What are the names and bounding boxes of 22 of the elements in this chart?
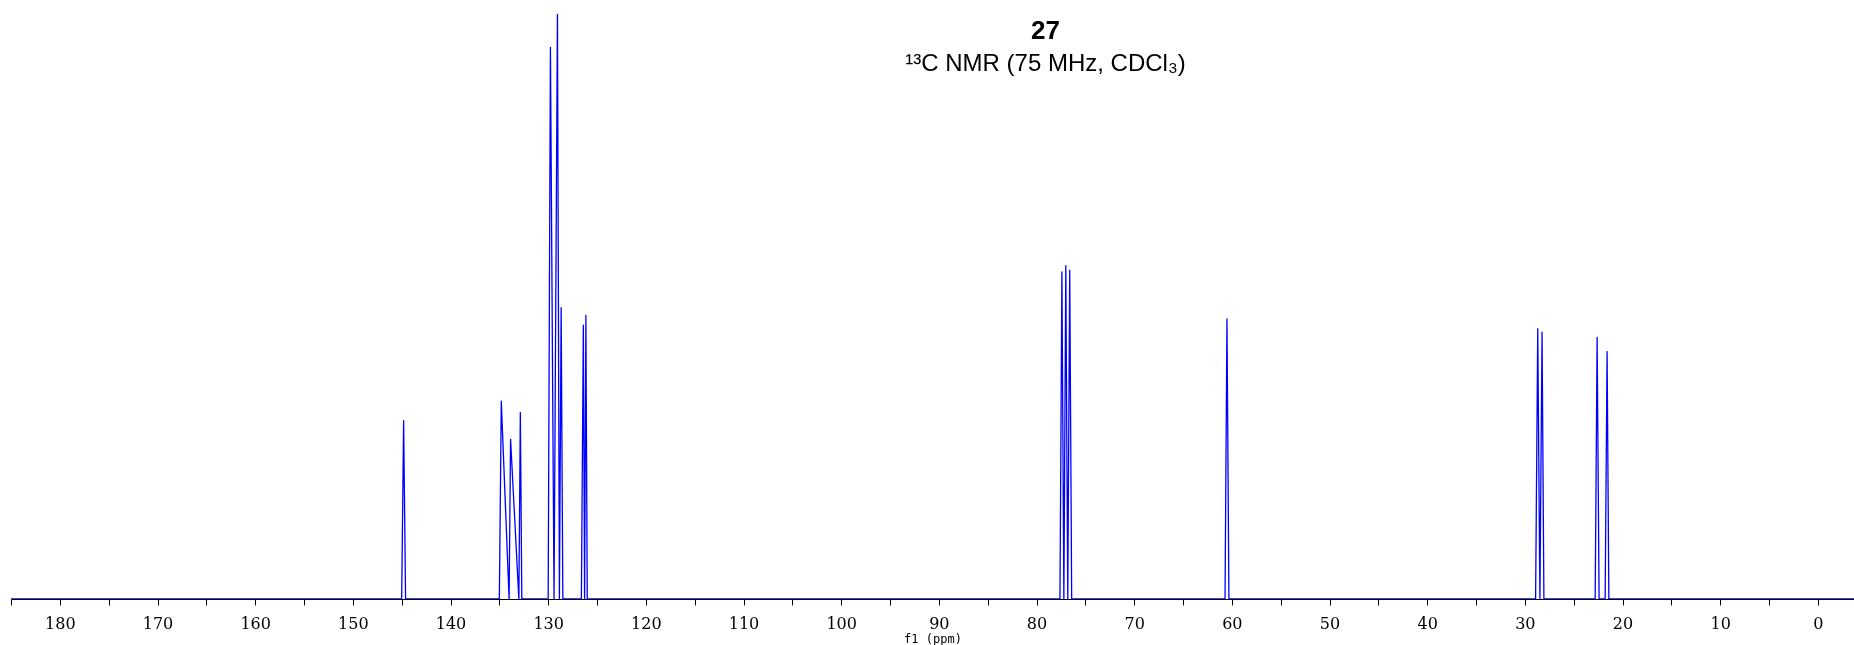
- x-tick-label: 50: [1319, 613, 1341, 633]
- text: ¹³C NMR (75 MHz, CDCl₃): [905, 49, 1186, 76]
- x-tick-label: 180: [45, 613, 76, 633]
- x-axis-title: f1 (ppm): [904, 631, 962, 645]
- x-tick-label: 130: [533, 613, 564, 633]
- x-tick-label: 40: [1417, 613, 1438, 633]
- x-tick-label: 100: [826, 613, 857, 633]
- x-tick-label: 80: [1026, 613, 1048, 633]
- x-tick-label: 70: [1124, 613, 1145, 633]
- x-tick-label: 140: [435, 613, 467, 633]
- chart-title: 27: [1031, 15, 1060, 45]
- x-tick-label: 10: [1710, 613, 1731, 633]
- x-tick-label: 150: [338, 613, 369, 633]
- x-tick-label: 30: [1515, 613, 1536, 633]
- x-tick-label: 90: [929, 613, 950, 633]
- x-tick-label: 120: [631, 613, 662, 633]
- x-tick-label: 170: [142, 613, 174, 633]
- x-tick-label: 20: [1612, 613, 1634, 633]
- x-tick-label: 0: [1813, 613, 1824, 633]
- x-tick-label: 60: [1222, 613, 1243, 633]
- x-tick-label: 110: [728, 613, 760, 633]
- x-tick-label: 160: [240, 613, 271, 633]
